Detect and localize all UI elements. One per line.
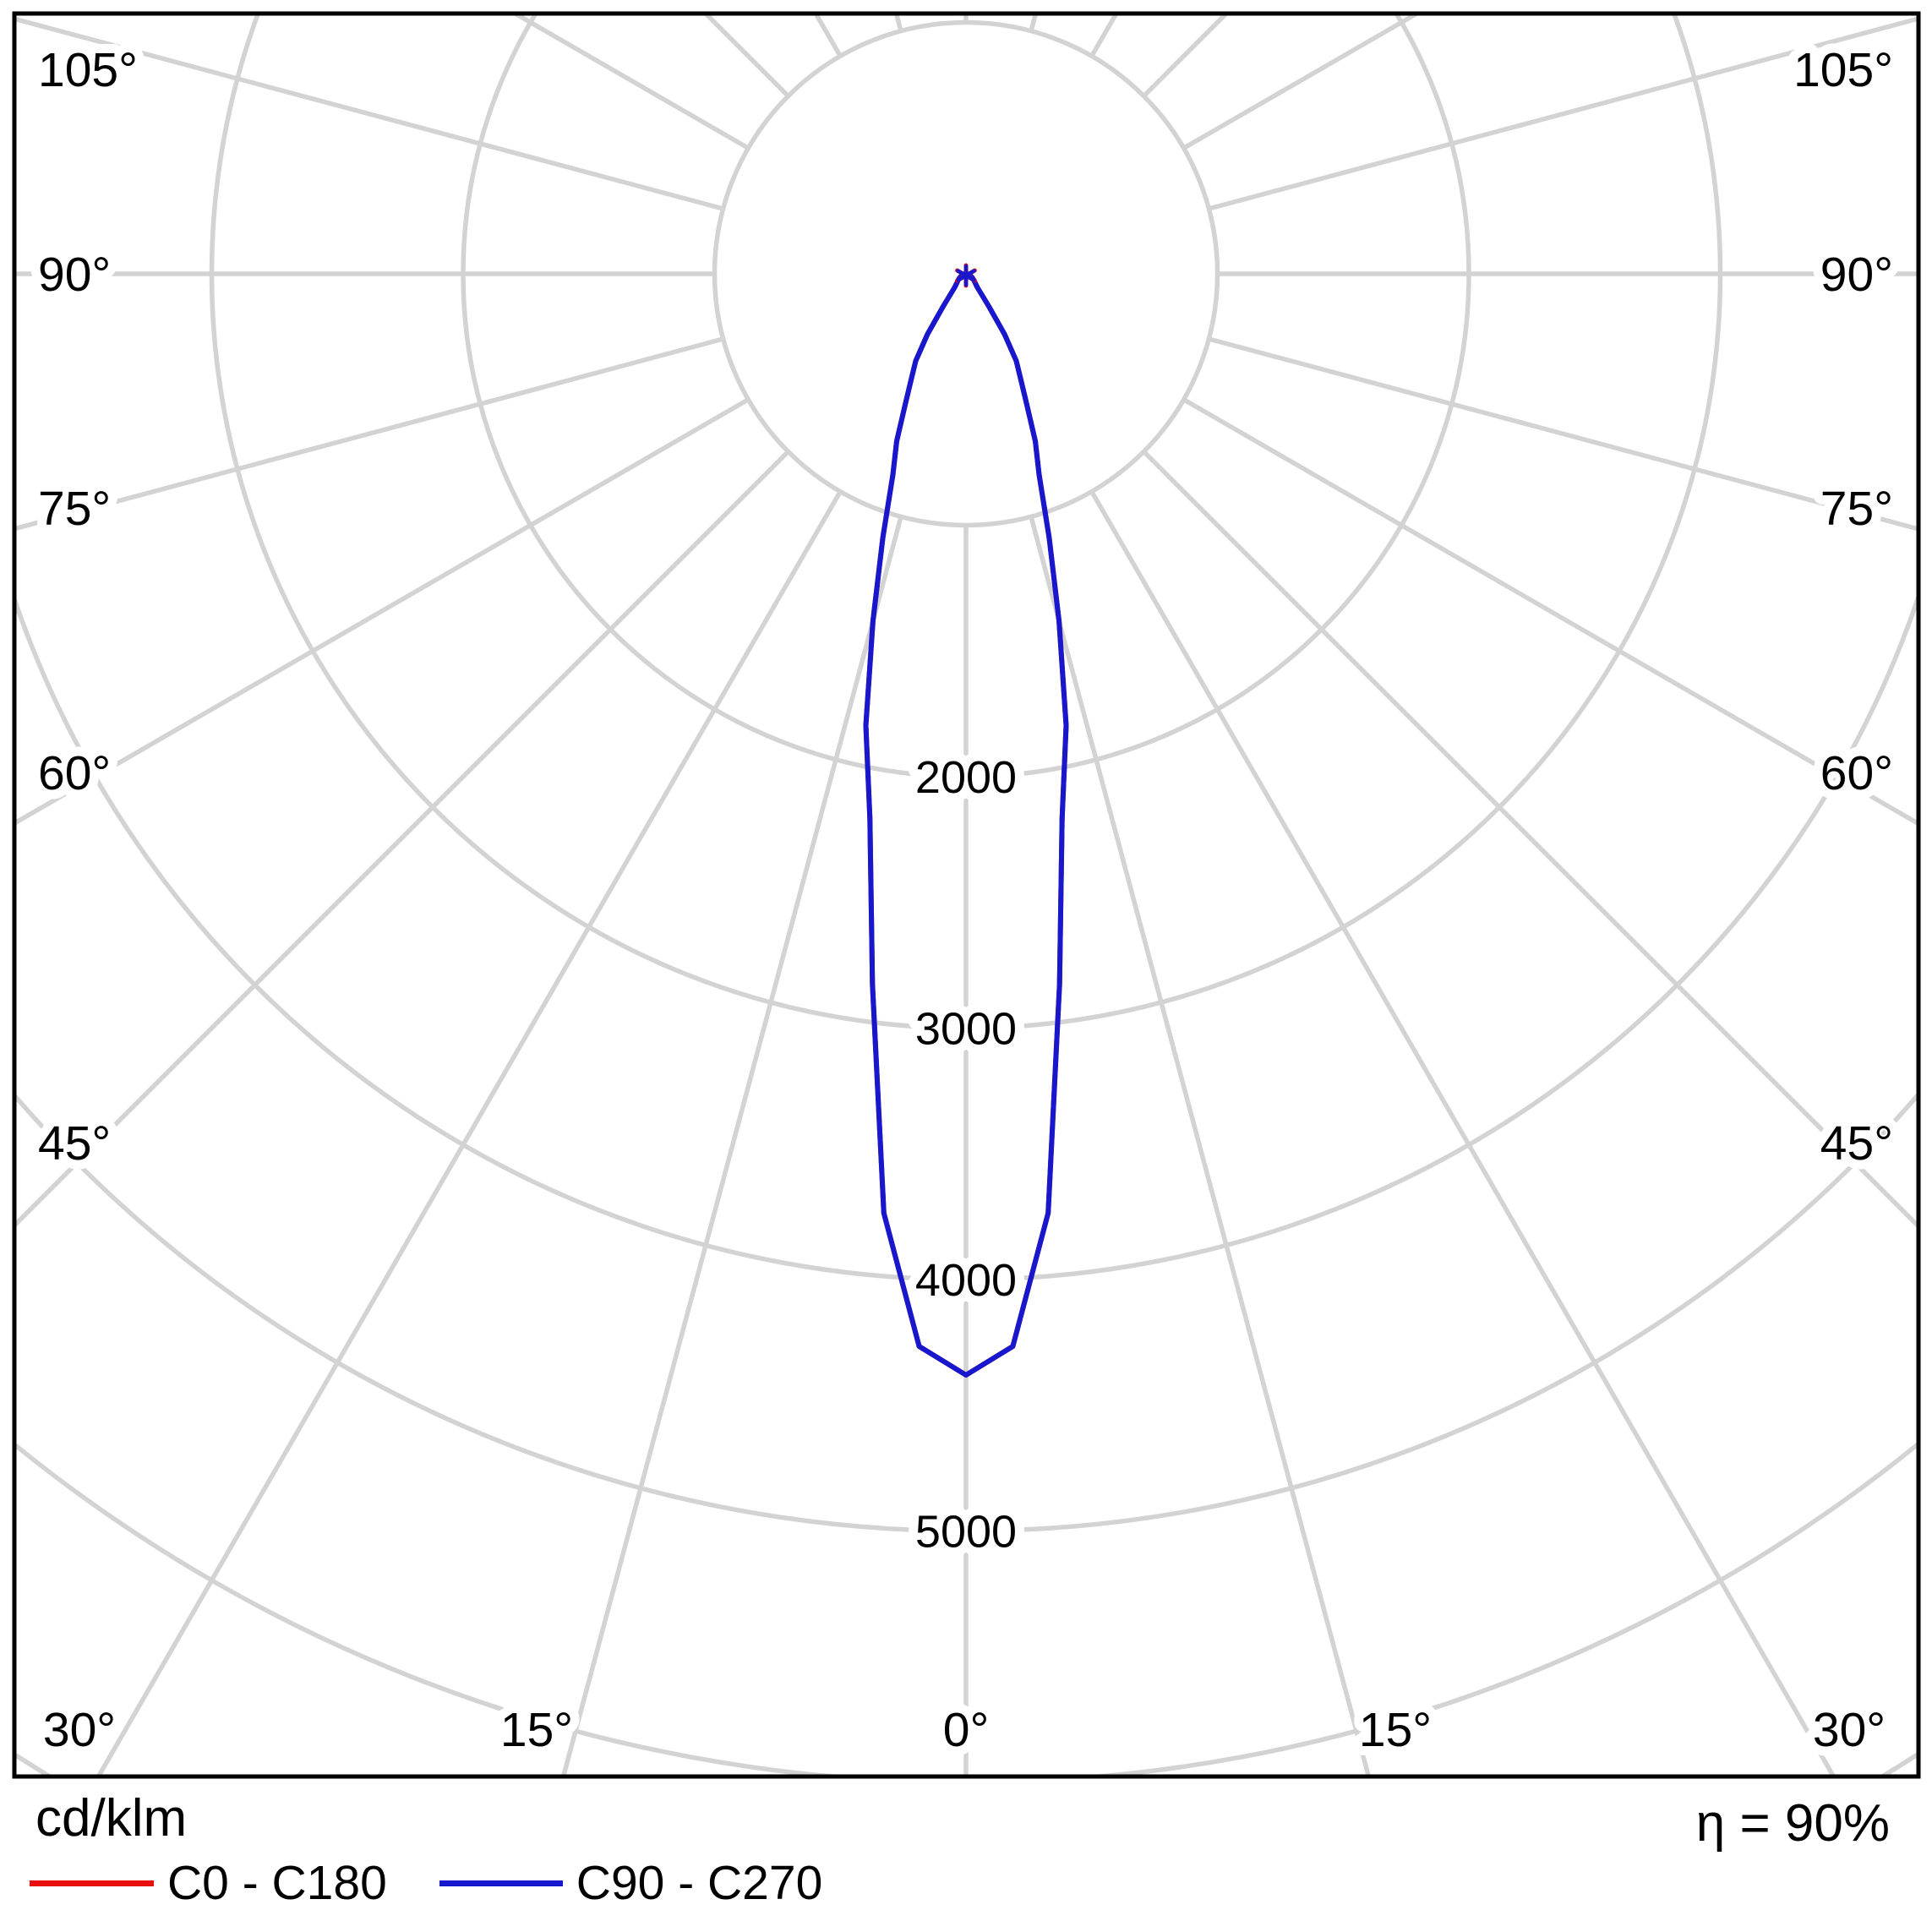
grid-spoke-R105 bbox=[1208, 16, 1917, 211]
legend: C0 - C180 C90 - C270 bbox=[30, 1856, 822, 1910]
angle-label-right-105°: 105° bbox=[1793, 43, 1893, 97]
ring-tick-label-5000: 5000 bbox=[915, 1507, 1017, 1558]
legend-label-c0-c180: C0 - C180 bbox=[167, 1856, 387, 1910]
grid-spoke-L75 bbox=[16, 336, 724, 531]
grid-spoke-R30 bbox=[1089, 490, 1836, 1775]
ring-tick-label-3000: 3000 bbox=[915, 1004, 1017, 1055]
angle-label-left-45°: 45° bbox=[38, 1116, 111, 1171]
grid-spoke-L15 bbox=[561, 516, 903, 1775]
angle-label-left-60°: 60° bbox=[38, 746, 111, 800]
grid-spoke-R15 bbox=[1029, 516, 1371, 1775]
grid-spoke-R75 bbox=[1208, 336, 1917, 532]
angle-label-bottom-1: 15° bbox=[500, 1703, 573, 1757]
grid-spoke-L105 bbox=[16, 17, 724, 211]
angle-label-right-75°: 75° bbox=[1820, 482, 1893, 536]
legend-label-c90-c270: C90 - C270 bbox=[576, 1856, 823, 1910]
chart-frame bbox=[12, 11, 1921, 1779]
angle-label-left-90°: 90° bbox=[38, 248, 111, 302]
units-label: cd/klm bbox=[35, 1789, 188, 1847]
ring-tick-label-2000: 2000 bbox=[915, 752, 1017, 803]
angle-label-left-105°: 105° bbox=[38, 43, 138, 97]
grid-spoke-R60 bbox=[1182, 397, 1917, 826]
legend-line-c0-c180 bbox=[30, 1880, 154, 1886]
grid-spoke-R45 bbox=[1142, 450, 1917, 1228]
grid-spoke-L60 bbox=[16, 397, 750, 825]
ring-tick-label-4000: 4000 bbox=[915, 1255, 1017, 1306]
efficiency-label: η = 90% bbox=[1695, 1794, 1890, 1853]
angle-label-right-90°: 90° bbox=[1820, 248, 1893, 302]
angle-label-left-75°: 75° bbox=[38, 482, 111, 536]
angle-label-bottom-2: 0° bbox=[943, 1703, 990, 1757]
grid-spoke-L30 bbox=[96, 490, 843, 1775]
legend-line-c90-c270 bbox=[439, 1880, 563, 1886]
angle-label-right-45°: 45° bbox=[1820, 1116, 1893, 1171]
center-marker-c90 bbox=[956, 264, 976, 287]
grid-spoke-L45 bbox=[16, 450, 790, 1227]
angle-label-bottom-3: 15° bbox=[1359, 1703, 1432, 1757]
angle-label-bottom-0: 30° bbox=[43, 1703, 116, 1757]
tick-labels: 2000 3000 4000 5000 105° 90° 75° 60° 45° 105° 90° 7… bbox=[29, 34, 1902, 1766]
angle-label-bottom-4: 30° bbox=[1813, 1703, 1886, 1757]
angle-label-right-60°: 60° bbox=[1820, 746, 1893, 800]
